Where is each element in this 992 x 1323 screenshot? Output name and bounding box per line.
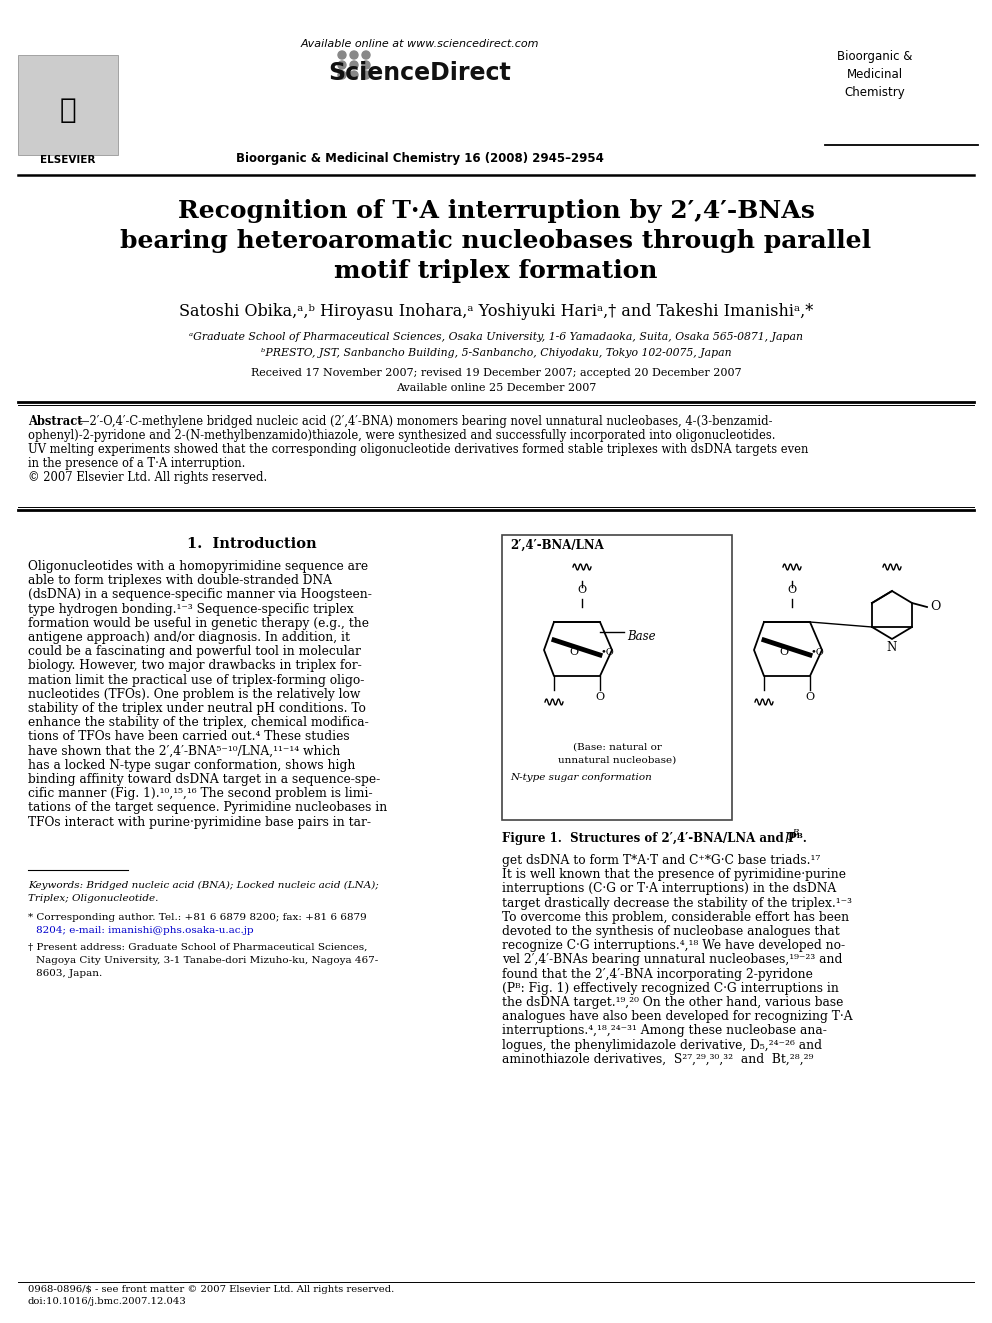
Text: Bioorganic & Medicinal Chemistry 16 (2008) 2945–2954: Bioorganic & Medicinal Chemistry 16 (200… bbox=[236, 152, 604, 165]
Text: stability of the triplex under neutral pH conditions. To: stability of the triplex under neutral p… bbox=[28, 703, 366, 714]
Text: (Base: natural or: (Base: natural or bbox=[572, 744, 662, 751]
Text: 2′,4′-BNA/LNA: 2′,4′-BNA/LNA bbox=[510, 538, 604, 552]
Text: Nagoya City University, 3-1 Tanabe-dori Mizuho-ku, Nagoya 467-: Nagoya City University, 3-1 Tanabe-dori … bbox=[36, 955, 378, 964]
Text: Base: Base bbox=[627, 630, 656, 643]
Text: O: O bbox=[780, 647, 789, 658]
Text: binding affinity toward dsDNA target in a sequence-spe-: binding affinity toward dsDNA target in … bbox=[28, 773, 380, 786]
Text: Abstract: Abstract bbox=[28, 415, 82, 429]
Circle shape bbox=[350, 52, 358, 60]
Text: ophenyl)-2-pyridone and 2-(N-methylbenzamido)thiazole, were synthesized and succ: ophenyl)-2-pyridone and 2-(N-methylbenza… bbox=[28, 429, 776, 442]
Text: interruptions (C·G or T·A interruptions) in the dsDNA: interruptions (C·G or T·A interruptions)… bbox=[502, 882, 836, 896]
Text: target drastically decrease the stability of the triplex.¹⁻³: target drastically decrease the stabilit… bbox=[502, 897, 852, 910]
Text: type hydrogen bonding.¹⁻³ Sequence-specific triplex: type hydrogen bonding.¹⁻³ Sequence-speci… bbox=[28, 602, 353, 615]
Text: To overcome this problem, considerable effort has been: To overcome this problem, considerable e… bbox=[502, 910, 849, 923]
Text: cific manner (Fig. 1).¹⁰,¹⁵,¹⁶ The second problem is limi-: cific manner (Fig. 1).¹⁰,¹⁵,¹⁶ The secon… bbox=[28, 787, 373, 800]
Text: Figure 1.  Structures of 2′,4′-BNA/LNA and Pᴮ.: Figure 1. Structures of 2′,4′-BNA/LNA an… bbox=[502, 832, 806, 845]
Text: formation would be useful in genetic therapy (e.g., the: formation would be useful in genetic the… bbox=[28, 617, 369, 630]
Text: could be a fascinating and powerful tool in molecular: could be a fascinating and powerful tool… bbox=[28, 646, 361, 659]
Text: ELSEVIER: ELSEVIER bbox=[41, 155, 95, 165]
Circle shape bbox=[338, 61, 346, 69]
Text: 8603, Japan.: 8603, Japan. bbox=[36, 968, 102, 978]
Text: tions of TFOs have been carried out.⁴ These studies: tions of TFOs have been carried out.⁴ Th… bbox=[28, 730, 349, 744]
Text: † Present address: Graduate School of Pharmaceutical Sciences,: † Present address: Graduate School of Ph… bbox=[28, 943, 367, 951]
Text: in the presence of a T·A interruption.: in the presence of a T·A interruption. bbox=[28, 456, 245, 470]
Text: have shown that the 2′,4′-BNA⁵⁻¹⁰/LNA,¹¹⁻¹⁴ which: have shown that the 2′,4′-BNA⁵⁻¹⁰/LNA,¹¹… bbox=[28, 745, 340, 758]
Text: logues, the phenylimidazole derivative, D₅,²⁴⁻²⁶ and: logues, the phenylimidazole derivative, … bbox=[502, 1039, 822, 1052]
Text: It is well known that the presence of pyrimidine·purine: It is well known that the presence of py… bbox=[502, 868, 846, 881]
Circle shape bbox=[362, 52, 370, 60]
Text: 0968-0896/$ - see front matter © 2007 Elsevier Ltd. All rights reserved.: 0968-0896/$ - see front matter © 2007 El… bbox=[28, 1285, 394, 1294]
Text: O: O bbox=[788, 585, 797, 595]
Text: Oligonucleotides with a homopyrimidine sequence are: Oligonucleotides with a homopyrimidine s… bbox=[28, 560, 368, 573]
Text: Triplex; Oligonucleotide.: Triplex; Oligonucleotide. bbox=[28, 894, 159, 902]
Text: pᴮ: pᴮ bbox=[785, 830, 800, 843]
Circle shape bbox=[362, 61, 370, 69]
Text: (Pᴮ: Fig. 1) effectively recognized C·G interruptions in: (Pᴮ: Fig. 1) effectively recognized C·G … bbox=[502, 982, 839, 995]
Text: unnatural nucleobase): unnatural nucleobase) bbox=[558, 755, 677, 765]
Text: aminothiazole derivatives,  S²⁷,²⁹,³⁰,³²  and  Bt,²⁸,²⁹: aminothiazole derivatives, S²⁷,²⁹,³⁰,³² … bbox=[502, 1053, 813, 1066]
Text: enhance the stability of the triplex, chemical modifica-: enhance the stability of the triplex, ch… bbox=[28, 716, 369, 729]
Text: Bioorganic &
Medicinal
Chemistry: Bioorganic & Medicinal Chemistry bbox=[837, 50, 913, 99]
Text: * Corresponding author. Tel.: +81 6 6879 8200; fax: +81 6 6879: * Corresponding author. Tel.: +81 6 6879… bbox=[28, 913, 367, 922]
Text: Satoshi Obika,ᵃ,ᵇ Hiroyasu Inohara,ᵃ Yoshiyuki Hariᵃ,† and Takeshi Imanishiᵃ,*: Satoshi Obika,ᵃ,ᵇ Hiroyasu Inohara,ᵃ Yos… bbox=[179, 303, 813, 320]
Text: get dsDNA to form T*A·T and C⁺*G·C base triads.¹⁷: get dsDNA to form T*A·T and C⁺*G·C base … bbox=[502, 855, 820, 867]
Text: N-type sugar conformation: N-type sugar conformation bbox=[510, 773, 652, 782]
Text: motif triplex formation: motif triplex formation bbox=[334, 259, 658, 283]
Text: 8204; e-mail: imanishi@phs.osaka-u.ac.jp: 8204; e-mail: imanishi@phs.osaka-u.ac.jp bbox=[36, 926, 254, 935]
Text: © 2007 Elsevier Ltd. All rights reserved.: © 2007 Elsevier Ltd. All rights reserved… bbox=[28, 471, 267, 484]
Text: analogues have also been developed for recognizing T·A: analogues have also been developed for r… bbox=[502, 1011, 853, 1023]
Text: found that the 2′,4′-BNA incorporating 2-pyridone: found that the 2′,4′-BNA incorporating 2… bbox=[502, 967, 812, 980]
Circle shape bbox=[350, 71, 358, 79]
Text: bearing heteroaromatic nucleobases through parallel: bearing heteroaromatic nucleobases throu… bbox=[120, 229, 872, 253]
Text: the dsDNA target.¹⁹,²⁰ On the other hand, various base: the dsDNA target.¹⁹,²⁰ On the other hand… bbox=[502, 996, 843, 1009]
Text: 🌲: 🌲 bbox=[60, 97, 76, 124]
Text: Received 17 November 2007; revised 19 December 2007; accepted 20 December 2007: Received 17 November 2007; revised 19 De… bbox=[251, 368, 741, 378]
Text: —2′-O,4′-C-methylene bridged nucleic acid (2′,4′-BNA) monomers bearing novel unn: —2′-O,4′-C-methylene bridged nucleic aci… bbox=[78, 415, 773, 429]
Bar bbox=[18, 56, 118, 155]
Text: O: O bbox=[806, 692, 814, 703]
Text: Recognition of T·A interruption by 2′,4′-BNAs: Recognition of T·A interruption by 2′,4′… bbox=[178, 198, 814, 224]
Text: Available online at www.sciencedirect.com: Available online at www.sciencedirect.co… bbox=[301, 38, 540, 49]
Text: Keywords: Bridged nucleic acid (BNA); Locked nucleic acid (LNA);: Keywords: Bridged nucleic acid (BNA); Lo… bbox=[28, 881, 379, 890]
Text: •O: •O bbox=[810, 648, 823, 658]
Text: Available online 25 December 2007: Available online 25 December 2007 bbox=[396, 382, 596, 393]
Text: 1.  Introduction: 1. Introduction bbox=[187, 537, 316, 550]
Text: interruptions.⁴,¹⁸,²⁴⁻³¹ Among these nucleobase ana-: interruptions.⁴,¹⁸,²⁴⁻³¹ Among these nuc… bbox=[502, 1024, 827, 1037]
Text: (dsDNA) in a sequence-specific manner via Hoogsteen-: (dsDNA) in a sequence-specific manner vi… bbox=[28, 589, 372, 602]
Text: •O: •O bbox=[600, 648, 614, 658]
Text: recognize C·G interruptions.⁴,¹⁸ We have developed no-: recognize C·G interruptions.⁴,¹⁸ We have… bbox=[502, 939, 845, 953]
Text: O: O bbox=[569, 647, 578, 658]
Circle shape bbox=[362, 71, 370, 79]
Circle shape bbox=[338, 71, 346, 79]
Text: ScienceDirect: ScienceDirect bbox=[328, 61, 511, 85]
Text: doi:10.1016/j.bmc.2007.12.043: doi:10.1016/j.bmc.2007.12.043 bbox=[28, 1297, 186, 1306]
Text: nucleotides (TFOs). One problem is the relatively low: nucleotides (TFOs). One problem is the r… bbox=[28, 688, 360, 701]
Text: UV melting experiments showed that the corresponding oligonucleotide derivatives: UV melting experiments showed that the c… bbox=[28, 443, 808, 456]
Text: antigene approach) and/or diagnosis. In addition, it: antigene approach) and/or diagnosis. In … bbox=[28, 631, 350, 644]
Text: devoted to the synthesis of nucleobase analogues that: devoted to the synthesis of nucleobase a… bbox=[502, 925, 840, 938]
Text: O: O bbox=[577, 585, 586, 595]
Text: able to form triplexes with double-stranded DNA: able to form triplexes with double-stran… bbox=[28, 574, 332, 587]
Text: vel 2′,4′-BNAs bearing unnatural nucleobases,¹⁹⁻²³ and: vel 2′,4′-BNAs bearing unnatural nucleob… bbox=[502, 954, 842, 966]
Text: N: N bbox=[887, 642, 897, 654]
Circle shape bbox=[350, 61, 358, 69]
Text: mation limit the practical use of triplex-forming oligo-: mation limit the practical use of triple… bbox=[28, 673, 364, 687]
Text: O: O bbox=[930, 601, 940, 613]
Text: ᵇPRESTO, JST, Sanbancho Building, 5-Sanbancho, Chiyodaku, Tokyo 102-0075, Japan: ᵇPRESTO, JST, Sanbancho Building, 5-Sanb… bbox=[261, 348, 731, 359]
Text: ᵃGraduate School of Pharmaceutical Sciences, Osaka University, 1-6 Yamadaoka, Su: ᵃGraduate School of Pharmaceutical Scien… bbox=[189, 332, 803, 343]
Text: has a locked N-type sugar conformation, shows high: has a locked N-type sugar conformation, … bbox=[28, 759, 355, 771]
Circle shape bbox=[338, 52, 346, 60]
Text: O: O bbox=[595, 692, 604, 703]
Text: tations of the target sequence. Pyrimidine nucleobases in: tations of the target sequence. Pyrimidi… bbox=[28, 802, 387, 815]
Text: biology. However, two major drawbacks in triplex for-: biology. However, two major drawbacks in… bbox=[28, 659, 362, 672]
Bar bbox=[502, 534, 732, 820]
Text: TFOs interact with purine·pyrimidine base pairs in tar-: TFOs interact with purine·pyrimidine bas… bbox=[28, 815, 371, 828]
